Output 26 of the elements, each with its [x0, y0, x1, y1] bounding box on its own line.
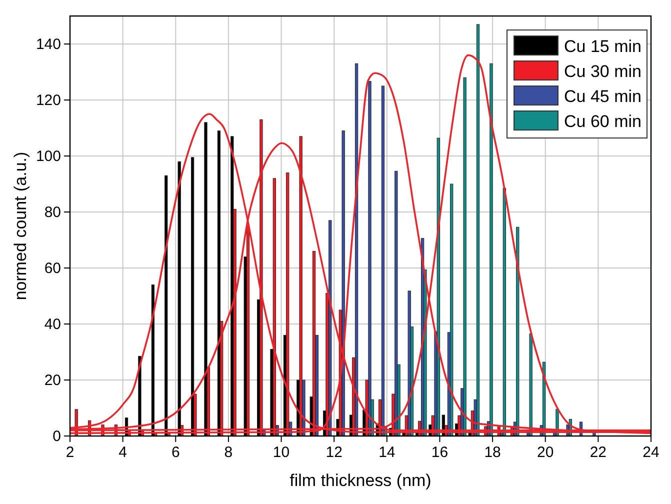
- x-tick-label: 12: [326, 444, 342, 461]
- y-axis-title: normed count (a.u.): [11, 152, 30, 300]
- x-tick-label: 6: [171, 444, 180, 461]
- x-axis-title: film thickness (nm): [290, 471, 432, 490]
- x-tick-label: 14: [378, 444, 396, 461]
- y-tick-label: 140: [36, 36, 61, 53]
- legend-label: Cu 15 min: [564, 37, 642, 56]
- legend-label: Cu 45 min: [564, 87, 642, 106]
- y-tick-label: 60: [44, 260, 61, 277]
- y-tick-label: 0: [52, 428, 61, 445]
- y-tick-label: 20: [44, 372, 61, 389]
- legend-label: Cu 60 min: [564, 112, 642, 131]
- x-tick-label: 8: [224, 444, 233, 461]
- x-tick-label: 10: [272, 444, 290, 461]
- y-tick-label: 100: [36, 148, 61, 165]
- x-tick-label: 20: [537, 444, 554, 461]
- x-tick-label: 18: [484, 444, 501, 461]
- x-tick-label: 2: [66, 444, 74, 461]
- y-tick-label: 80: [44, 204, 61, 221]
- x-tick-label: 4: [118, 444, 127, 461]
- x-tick-label: 22: [590, 444, 607, 461]
- y-tick-label: 40: [44, 316, 61, 333]
- y-tick-label: 120: [36, 92, 61, 109]
- x-tick-label: 24: [642, 444, 660, 461]
- legend-label: Cu 30 min: [564, 62, 642, 81]
- x-tick-label: 16: [431, 444, 448, 461]
